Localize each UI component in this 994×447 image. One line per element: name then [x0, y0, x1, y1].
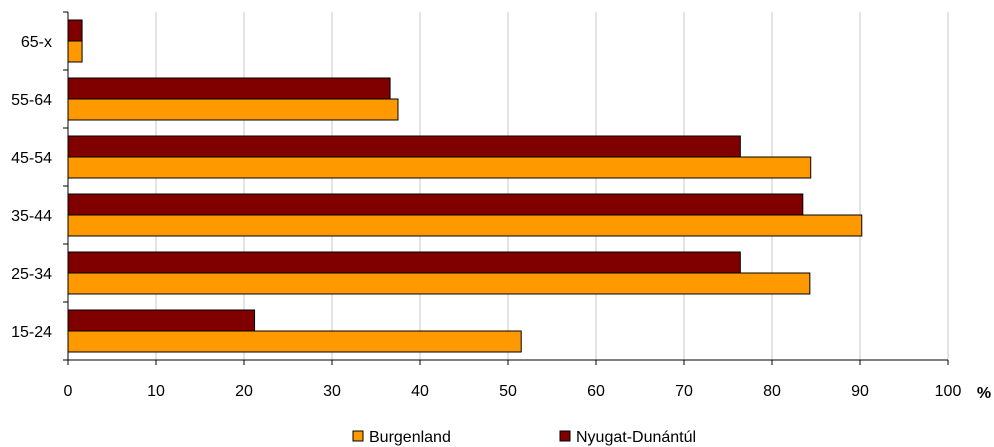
x-tick-label: 60 [587, 383, 605, 400]
x-tick-label: 10 [147, 383, 165, 400]
axes [63, 11, 949, 365]
category-label: 35-44 [11, 208, 52, 225]
x-unit-label: % [977, 385, 991, 402]
bars [67, 19, 863, 353]
bar-burgenland [67, 40, 83, 63]
x-tick-label: 50 [499, 383, 517, 400]
bar-burgenland [67, 272, 811, 295]
category-label: 15-24 [11, 324, 52, 341]
legend-label: Burgenland [369, 429, 451, 446]
bar-nyugat-dunantul [67, 77, 391, 100]
category-label: 45-54 [11, 150, 52, 167]
x-tick-label: 30 [323, 383, 341, 400]
bar-burgenland [67, 330, 522, 353]
category-label: 65-x [21, 34, 52, 51]
legend-swatch [559, 430, 571, 442]
bar-nyugat-dunantul [67, 309, 256, 332]
bar-nyugat-dunantul [67, 135, 741, 158]
x-tick-label: 70 [675, 383, 693, 400]
bar-burgenland [67, 156, 812, 179]
x-tick-label: 90 [851, 383, 869, 400]
category-label: 25-34 [11, 266, 52, 283]
legend: Burgenland Nyugat-Dunántúl [352, 429, 696, 446]
bar-burgenland [67, 214, 863, 237]
legend-swatch [352, 430, 364, 442]
category-label: 55-64 [11, 92, 52, 109]
x-tick-label: 20 [235, 383, 253, 400]
legend-label: Nyugat-Dunántúl [576, 429, 696, 446]
labels: 0 10 20 30 40 50 60 70 80 90 100 % 15-24 25-34 35-44 45… [11, 34, 991, 402]
x-tick-label: 80 [763, 383, 781, 400]
x-tick-label: 100 [935, 383, 962, 400]
x-tick-label: 40 [411, 383, 429, 400]
bar-nyugat-dunantul [67, 193, 804, 216]
bar-burgenland [67, 98, 399, 121]
bar-nyugat-dunantul [67, 19, 83, 42]
grid [155, 12, 949, 360]
x-tick-label: 0 [64, 383, 73, 400]
bar-nyugat-dunantul [67, 251, 741, 274]
